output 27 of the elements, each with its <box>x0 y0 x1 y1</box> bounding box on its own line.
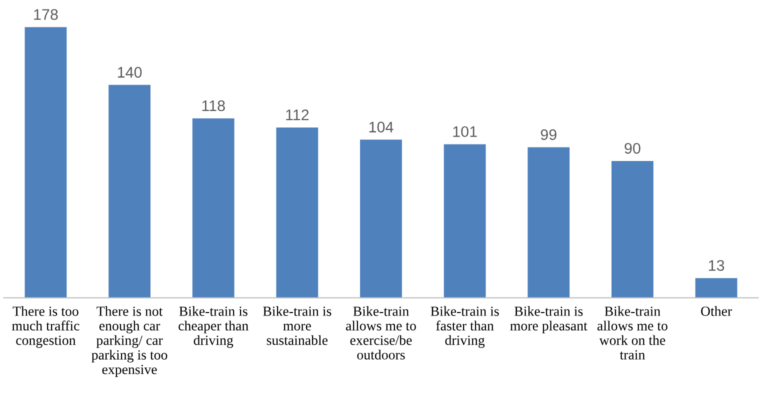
x-tick-label: There is too much traffic congestion <box>12 306 80 348</box>
x-tick-label: There is not enough car parking/ car parking is too expensive <box>92 306 168 377</box>
bar <box>108 84 150 298</box>
bar <box>24 27 67 298</box>
bar <box>192 118 234 298</box>
x-tick-label: Bike-train is faster than driving <box>430 306 499 348</box>
data-label: 90 <box>624 142 640 154</box>
data-label: 178 <box>34 9 58 20</box>
data-label: 99 <box>540 129 556 140</box>
bar <box>276 127 318 298</box>
data-label: 101 <box>453 126 477 138</box>
x-tick-label: Bike-train allows me to exercise/be outdoors <box>346 306 416 360</box>
x-tick-label: Other <box>701 306 732 316</box>
data-label: 112 <box>286 109 309 120</box>
data-label: 118 <box>202 100 225 112</box>
x-tick-label: Bike-train is more pleasant <box>510 306 588 334</box>
x-tick-label: Bike-train is more sustainable <box>263 306 332 345</box>
bar <box>695 278 738 298</box>
x-tick-label: Bike-train is cheaper than driving <box>178 306 248 348</box>
bar <box>360 140 402 298</box>
x-tick-label: Bike-train allows me to work on the train <box>597 306 668 360</box>
data-label: 140 <box>118 66 142 78</box>
bar <box>528 147 570 298</box>
data-label: 13 <box>708 260 724 271</box>
data-label: 104 <box>369 122 394 132</box>
bar <box>444 144 486 298</box>
bar <box>612 160 654 298</box>
